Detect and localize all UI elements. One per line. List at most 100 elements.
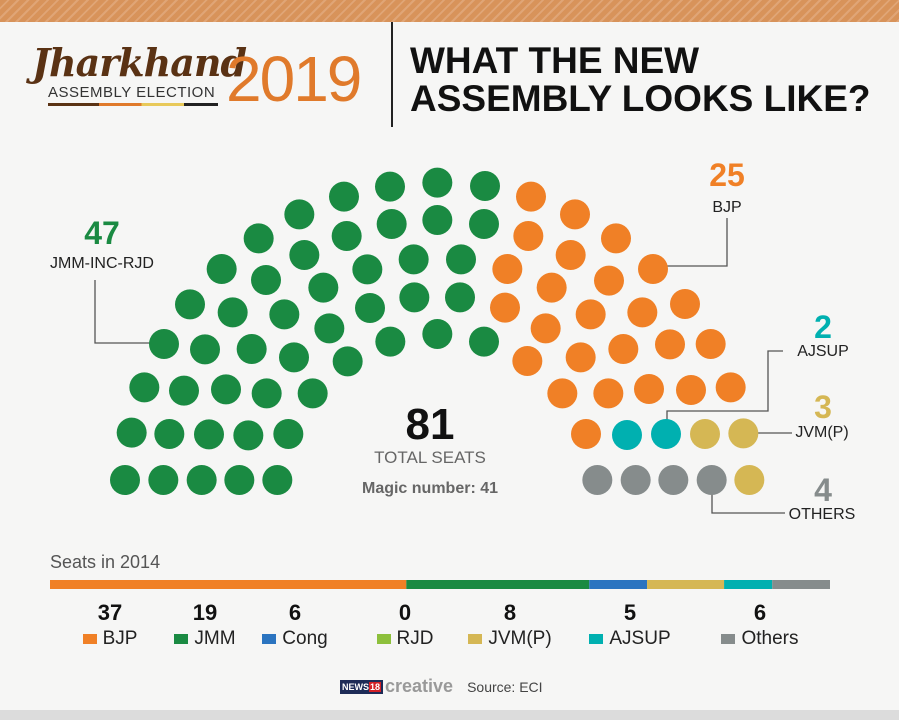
seat-dot-jmmincrjd <box>154 419 185 449</box>
bjp-seat-count: 25 <box>709 157 745 193</box>
seat-dot-bjp <box>492 254 523 284</box>
seats-2014-bar <box>50 580 830 589</box>
legend-value: 8 <box>503 600 517 625</box>
leader-line-jmm <box>94 280 162 344</box>
legend-value: 19 <box>192 600 218 625</box>
seat-dot-jmmincrjd <box>251 378 282 409</box>
seat-dot-jmmincrjd <box>206 254 237 284</box>
seat-dot-jmmincrjd <box>375 326 406 357</box>
news-text: NEWS <box>342 681 369 692</box>
ajsup-seat-count: 2 <box>814 309 832 345</box>
footer: NEWS18 creative Source: ECI <box>340 676 543 697</box>
seat-dot-jmmincrjd <box>469 209 499 239</box>
logo-year: 2019 <box>226 43 362 115</box>
seat-dot-jmmincrjd <box>469 326 499 357</box>
seat-dot-bjp <box>513 221 544 251</box>
seat-dot-jmmincrjd <box>445 282 475 313</box>
seat-dot-jmmincrjd <box>399 282 430 313</box>
seat-dot-others <box>696 465 727 495</box>
seat-dot-bjp <box>676 375 706 405</box>
seat-dot-jmmincrjd <box>273 419 304 449</box>
seat-dot-jmmincrjd <box>284 199 315 230</box>
seat-dot-jmmincrjd <box>376 209 407 239</box>
seat-dot-jmmincrjd <box>289 240 320 270</box>
legend-label: Others <box>741 628 799 649</box>
seat-dot-jvmp <box>690 419 720 449</box>
creative-logo: creative <box>385 676 454 696</box>
seat-dot-jmmincrjd <box>110 465 140 495</box>
header-divider <box>391 22 393 127</box>
seat-dot-ajsup <box>651 419 681 449</box>
seat-dot-jmmincrjd <box>332 346 363 377</box>
legend-swatch <box>82 634 97 644</box>
seat-dot-bjp <box>627 297 658 328</box>
bar-segment-jvmp <box>647 580 725 589</box>
seat-dot-bjp <box>655 329 685 360</box>
legend-item-bjp: 37 BJP <box>50 600 170 650</box>
jmm-label: JMM-INC-RJD <box>50 255 154 272</box>
legend-value: 0 <box>398 600 412 625</box>
seat-dot-jmmincrjd <box>297 378 328 409</box>
legend-item-jvmp: 8 JVM(P) <box>450 600 570 650</box>
seat-dot-jmmincrjd <box>470 171 500 201</box>
legend-swatch <box>376 634 391 644</box>
seat-dot-jmmincrjd <box>398 244 429 275</box>
leader-line-bjp <box>656 218 728 267</box>
seat-dot-others <box>582 465 613 495</box>
bar-segment-ajsup <box>724 580 773 589</box>
seat-dot-jvmp <box>728 418 759 449</box>
seat-dot-jmmincrjd <box>375 171 405 202</box>
bar-segment-bjp <box>50 580 407 589</box>
legend-swatch <box>721 634 736 644</box>
seat-dot-bjp <box>512 346 543 376</box>
seat-dot-bjp <box>575 299 606 330</box>
eighteen-text: 18 <box>369 681 382 692</box>
seat-dot-jmmincrjd <box>217 297 248 328</box>
seat-dot-jmmincrjd <box>331 221 362 251</box>
seat-dot-others <box>658 465 689 495</box>
total-seats-number: 81 <box>405 400 455 449</box>
seat-dot-bjp <box>555 240 586 270</box>
news18-logo: NEWS18 <box>340 679 384 694</box>
leader-line-ajsup <box>666 350 783 430</box>
legend-value: 37 <box>97 600 123 625</box>
total-seats-label: TOTAL SEATS <box>374 448 486 467</box>
legend-item-ajsup: 5 AJSUP <box>570 600 690 650</box>
logo-jharkhand: Jharkhand <box>32 40 247 85</box>
bar-segment-jmm <box>406 580 590 589</box>
bar-segment-others <box>772 580 830 589</box>
legend-swatch <box>174 634 189 644</box>
seat-dot-jmmincrjd <box>190 334 220 365</box>
seat-dot-jmmincrjd <box>149 329 179 359</box>
seat-dot-jmmincrjd <box>422 205 453 235</box>
seat-dot-bjp <box>715 372 746 403</box>
seat-dot-jmmincrjd <box>194 419 224 450</box>
top-decorative-stripe <box>0 0 899 22</box>
title-line-2: ASSEMBLY LOOKS LIKE? <box>410 78 871 119</box>
seat-dot-jvmp <box>734 465 765 495</box>
seat-dot-jmmincrjd <box>243 223 274 254</box>
legend-swatch <box>589 634 604 644</box>
seat-dot-jmmincrjd <box>446 244 476 275</box>
seat-dot-jmmincrjd <box>116 417 147 448</box>
seat-dot-jmmincrjd <box>186 465 217 495</box>
others-seat-count: 4 <box>814 472 832 508</box>
bjp-label: BJP <box>712 199 742 216</box>
jvm-seat-count: 3 <box>814 389 832 425</box>
jmm-seat-count: 47 <box>84 215 120 251</box>
legend-value: 6 <box>753 600 767 625</box>
legend-label: Cong <box>282 628 328 649</box>
legend-item-cong: 6 Cong <box>235 600 355 650</box>
seat-dot-jmmincrjd <box>129 372 160 403</box>
logo-subtitle: ASSEMBLY ELECTION <box>48 84 216 101</box>
legend-label: RJD <box>396 628 434 649</box>
seat-dot-bjp <box>695 329 726 359</box>
page-title: WHAT THE NEW ASSEMBLY LOOKS LIKE? <box>410 42 871 118</box>
seat-dot-bjp <box>565 342 596 373</box>
jvm-label: JVM(P) <box>795 424 849 441</box>
seat-dot-jmmincrjd <box>175 289 205 320</box>
legend-value: 5 <box>623 600 637 625</box>
legend-item-jmm: 19 JMM <box>145 600 265 650</box>
seat-dot-others <box>620 465 651 495</box>
